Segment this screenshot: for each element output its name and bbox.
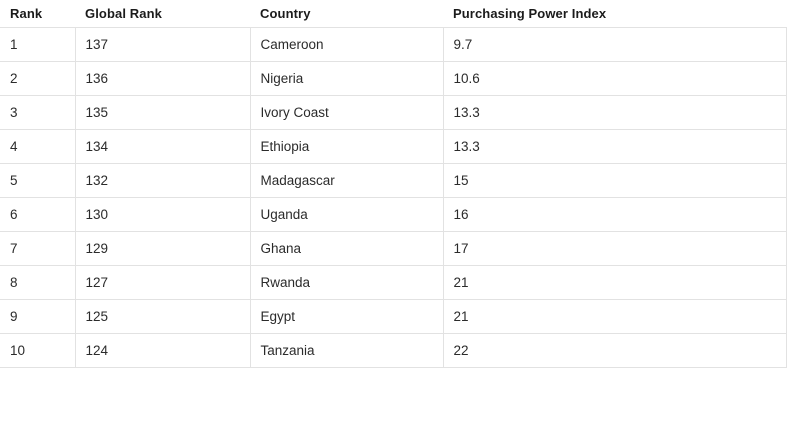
cell-country: Madagascar	[250, 163, 444, 198]
table-header-row: Rank Global Rank Country Purchasing Powe…	[0, 0, 786, 28]
table-row: 6 130 Uganda 16	[0, 197, 787, 232]
cell-country: Rwanda	[250, 265, 444, 300]
table-row: 7 129 Ghana 17	[0, 231, 787, 266]
cell-ppi: 16	[443, 197, 787, 232]
cell-country: Tanzania	[250, 333, 444, 368]
cell-ppi: 15	[443, 163, 787, 198]
table-row: 3 135 Ivory Coast 13.3	[0, 95, 787, 130]
cell-global-rank: 130	[75, 197, 251, 232]
cell-global-rank: 137	[75, 27, 251, 62]
cell-ppi: 9.7	[443, 27, 787, 62]
cell-ppi: 21	[443, 265, 787, 300]
cell-rank: 6	[0, 197, 76, 232]
cell-global-rank: 125	[75, 299, 251, 334]
cell-ppi: 17	[443, 231, 787, 266]
cell-country: Ghana	[250, 231, 444, 266]
column-header-ppi: Purchasing Power Index	[443, 0, 786, 28]
table-row: 10 124 Tanzania 22	[0, 333, 787, 368]
cell-country: Ethiopia	[250, 129, 444, 164]
cell-rank: 8	[0, 265, 76, 300]
cell-global-rank: 135	[75, 95, 251, 130]
cell-ppi: 21	[443, 299, 787, 334]
table-row: 5 132 Madagascar 15	[0, 163, 787, 198]
cell-global-rank: 134	[75, 129, 251, 164]
cell-country: Ivory Coast	[250, 95, 444, 130]
cell-global-rank: 132	[75, 163, 251, 198]
cell-global-rank: 136	[75, 61, 251, 96]
cell-rank: 3	[0, 95, 76, 130]
purchasing-power-index-table: Rank Global Rank Country Purchasing Powe…	[0, 0, 787, 368]
cell-global-rank: 129	[75, 231, 251, 266]
cell-ppi: 13.3	[443, 129, 787, 164]
cell-country: Nigeria	[250, 61, 444, 96]
cell-rank: 7	[0, 231, 76, 266]
table-header: Rank Global Rank Country Purchasing Powe…	[0, 0, 786, 28]
cell-country: Egypt	[250, 299, 444, 334]
column-header-rank: Rank	[0, 0, 75, 28]
cell-rank: 9	[0, 299, 76, 334]
cell-ppi: 22	[443, 333, 787, 368]
table-container: Rank Global Rank Country Purchasing Powe…	[0, 0, 787, 368]
table-row: 2 136 Nigeria 10.6	[0, 61, 787, 96]
cell-ppi: 10.6	[443, 61, 787, 96]
cell-global-rank: 127	[75, 265, 251, 300]
cell-rank: 4	[0, 129, 76, 164]
table-row: 4 134 Ethiopia 13.3	[0, 129, 787, 164]
table-row: 1 137 Cameroon 9.7	[0, 27, 787, 62]
cell-rank: 1	[0, 27, 76, 62]
cell-ppi: 13.3	[443, 95, 787, 130]
cell-rank: 5	[0, 163, 76, 198]
table-row: 8 127 Rwanda 21	[0, 265, 787, 300]
cell-rank: 2	[0, 61, 76, 96]
table-body: 1 137 Cameroon 9.7 2 136 Nigeria 10.6 3 …	[0, 27, 787, 368]
cell-country: Cameroon	[250, 27, 444, 62]
column-header-country: Country	[250, 0, 443, 28]
cell-country: Uganda	[250, 197, 444, 232]
cell-global-rank: 124	[75, 333, 251, 368]
table-row: 9 125 Egypt 21	[0, 299, 787, 334]
cell-rank: 10	[0, 333, 76, 368]
column-header-global-rank: Global Rank	[75, 0, 250, 28]
